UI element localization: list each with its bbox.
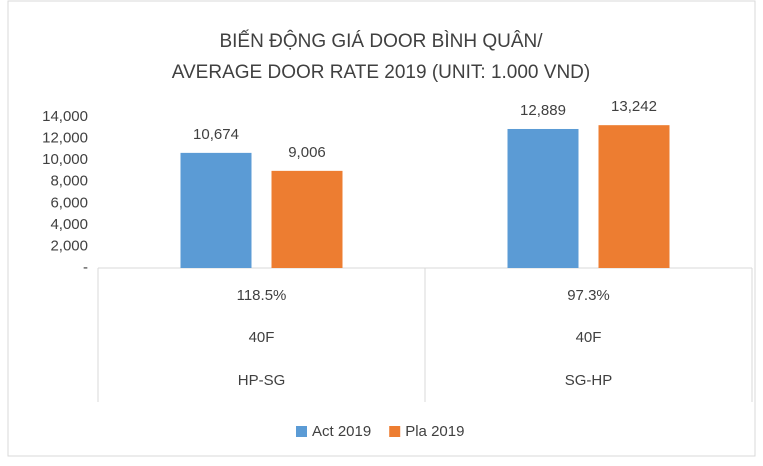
chart-title: BIẾN ĐỘNG GIÁ DOOR BÌNH QUÂN/: [219, 30, 543, 52]
legend-swatch: [296, 426, 307, 437]
bar: [180, 152, 252, 268]
x-tick-label: SG-HP: [565, 372, 613, 389]
y-tick-label: 8,000: [50, 173, 88, 190]
y-tick-label: -: [83, 259, 88, 276]
legend-label: Act 2019: [312, 423, 371, 440]
x-sublabel: 40F: [576, 329, 602, 346]
x-sublabel: 118.5%: [237, 287, 287, 304]
x-sublabel: 40F: [249, 329, 275, 346]
bar: [271, 170, 343, 268]
y-tick-label: 10,000: [42, 151, 88, 168]
bar: [507, 128, 579, 268]
legend-label: Pla 2019: [405, 423, 464, 440]
legend-swatch: [389, 426, 401, 437]
data-label: 9,006: [288, 144, 326, 161]
bar: [598, 125, 670, 268]
data-label: 10,674: [193, 126, 239, 143]
chart-title: AVERAGE DOOR RATE 2019 (UNIT: 1.000 VND): [172, 62, 590, 83]
data-label: 12,889: [520, 102, 566, 119]
data-label: 13,242: [611, 98, 657, 115]
y-tick-label: 2,000: [50, 237, 88, 254]
x-tick-label: HP-SG: [238, 372, 286, 389]
y-tick-label: 14,000: [42, 108, 88, 125]
y-tick-label: 6,000: [50, 194, 88, 211]
y-tick-label: 4,000: [50, 216, 88, 233]
x-sublabel: 97.3%: [567, 287, 610, 304]
y-tick-label: 12,000: [42, 130, 88, 147]
